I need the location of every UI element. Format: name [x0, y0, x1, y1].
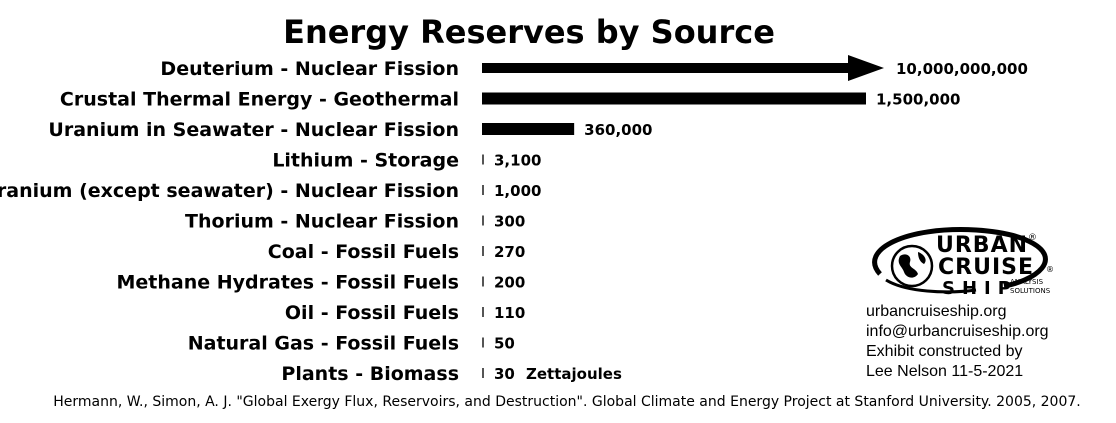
chart-title: Energy Reserves by Source	[283, 13, 775, 51]
bars-layer: Deuterium - Nuclear Fission 10,000,000,00…	[0, 55, 1028, 385]
contact-block: urbancruiseship.org info@urbancruiseship…	[866, 302, 1106, 382]
category-label: Coal - Fossil Fuels	[268, 241, 459, 263]
logo-registered-2: ®	[1046, 265, 1054, 274]
globe-icon	[890, 244, 934, 288]
bar	[482, 215, 484, 226]
bar	[482, 246, 484, 256]
value-label: 200	[494, 274, 525, 292]
value-label: 10,000,000,000	[896, 60, 1028, 78]
bar	[482, 123, 575, 135]
value-label: 50	[494, 335, 515, 353]
bar	[482, 63, 848, 73]
credit-line-1: Exhibit constructed by	[866, 343, 1023, 360]
category-label: Crustal Thermal Energy - Geothermal	[60, 89, 459, 111]
bar	[482, 92, 866, 105]
value-label: 30	[494, 365, 515, 383]
value-label: 300	[494, 213, 525, 231]
urban-cruise-ship-logo: URBAN ® CRUISE SHIP ANALYSIS SOLUTIONS ®	[866, 222, 1056, 302]
logo-tag-solutions: SOLUTIONS	[1010, 287, 1051, 295]
source-citation: Hermann, W., Simon, A. J. "Global Exergy…	[53, 394, 1080, 410]
bar	[482, 307, 484, 317]
credit-line-2: Lee Nelson 11-5-2021	[866, 363, 1024, 380]
value-label: 110	[494, 304, 525, 322]
bar	[482, 368, 484, 378]
value-label: 360,000	[584, 121, 652, 139]
value-label: 1,500,000	[876, 91, 960, 109]
unit-label: Zettajoules	[526, 365, 622, 383]
value-label: 1,000	[494, 182, 541, 200]
category-label: Methane Hydrates - Fossil Fuels	[116, 272, 459, 294]
category-label: Thorium - Nuclear Fission	[185, 211, 459, 233]
bar	[482, 276, 484, 287]
category-label: Plants - Biomass	[281, 363, 459, 385]
bar	[482, 185, 484, 195]
category-label: Uranium in Seawater - Nuclear Fission	[48, 119, 459, 141]
category-label: Deuterium - Nuclear Fission	[160, 58, 459, 80]
bar-arrowhead	[848, 55, 884, 81]
logo-registered: ®	[1028, 233, 1037, 243]
value-label: 270	[494, 243, 525, 261]
website-text: urbancruiseship.org	[866, 303, 1007, 320]
email-text: info@urbancruiseship.org	[866, 323, 1049, 340]
value-label: 3,100	[494, 152, 541, 170]
logo-line-urban: URBAN	[936, 233, 1028, 258]
logo-line-ship: SHIP	[942, 278, 1018, 299]
category-label: Lithium - Storage	[272, 150, 459, 172]
category-label: Natural Gas - Fossil Fuels	[188, 333, 459, 355]
bar	[482, 154, 484, 165]
category-label: Oil - Fossil Fuels	[285, 302, 459, 324]
logo-tag-analysis: ANALYSIS	[1010, 278, 1044, 286]
logo-line-cruise: CRUISE	[938, 255, 1034, 280]
bar	[482, 337, 484, 348]
category-label: Uranium (except seawater) - Nuclear Fiss…	[0, 180, 459, 202]
